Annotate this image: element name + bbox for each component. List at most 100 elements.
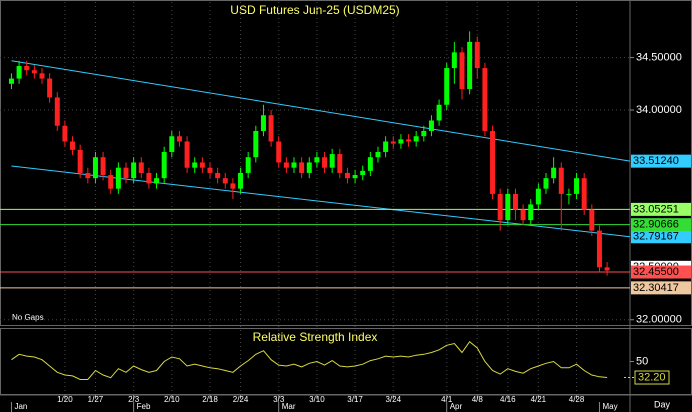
candle-body [16, 65, 22, 79]
candle-body [337, 154, 343, 173]
candle-body [528, 204, 534, 221]
candle-body [268, 115, 274, 142]
x-tick-label: 3/17 [347, 395, 363, 404]
level-label-box [631, 218, 691, 232]
candle-body [77, 149, 83, 173]
level-label-box [631, 281, 691, 295]
trendline [11, 60, 631, 162]
candle-body [352, 175, 358, 179]
rsi-line [11, 340, 608, 380]
month-label: May [602, 402, 617, 411]
candle-body [322, 157, 328, 168]
level-label: 32.45500 [633, 266, 679, 278]
level-label-box [631, 202, 691, 216]
x-tick-label: 2/3 [128, 395, 140, 404]
annotation-label: 32.20 [638, 371, 666, 383]
candle-body [222, 178, 228, 184]
candle-body [375, 151, 381, 158]
y-tick-label: 50 [636, 355, 648, 367]
candle-body [421, 130, 427, 137]
candle-body [85, 172, 91, 179]
candle-body [100, 157, 106, 176]
trendline-label: 32.79167 [633, 231, 679, 243]
x-tick-label: 3/24 [385, 395, 401, 404]
candle-body [230, 183, 236, 189]
y-tick-label: 32.00000 [636, 314, 682, 326]
candle-body [260, 115, 266, 131]
candle-body [467, 41, 473, 90]
x-tick-label: 3/10 [309, 395, 325, 404]
candle-body [581, 178, 587, 210]
candle-body [47, 78, 53, 98]
candle-body [390, 141, 396, 144]
candle-body [474, 41, 480, 69]
candle-body [131, 162, 137, 179]
candle-body [451, 52, 457, 69]
candle-body [199, 162, 205, 168]
candle-body [543, 178, 549, 189]
candle-body [54, 97, 60, 126]
candle-body [367, 157, 373, 171]
rsi-title: Relative Strength Index [253, 330, 378, 344]
candle-body [245, 157, 251, 173]
x-tick-label: 4/21 [531, 395, 547, 404]
x-tick-label: 3/3 [273, 395, 285, 404]
level-label: 32.30417 [633, 282, 679, 294]
candle-body [146, 172, 152, 184]
candle-body [406, 139, 412, 142]
x-tick-label: 4/16 [500, 395, 516, 404]
trendline-label: 33.51240 [633, 155, 679, 167]
candle-body [115, 167, 121, 189]
candle-body [482, 68, 488, 131]
x-tick-label: 4/1 [441, 395, 453, 404]
x-tick-label: 1/20 [57, 395, 73, 404]
candle-body [551, 167, 557, 179]
candle-body [604, 267, 610, 271]
candle-body [436, 104, 442, 121]
candle-body [291, 162, 297, 168]
candle-body [558, 167, 564, 194]
candle-body [360, 170, 366, 176]
candle-body [92, 157, 98, 179]
candle-body [169, 136, 175, 152]
candle-body [161, 151, 167, 179]
candle-body [490, 130, 496, 194]
candle-body [299, 162, 305, 173]
candle-body [283, 162, 289, 168]
trendline-label-box [631, 230, 691, 244]
candle-body [276, 141, 282, 163]
candle-body [215, 172, 221, 179]
level-label: 33.05251 [633, 203, 679, 215]
x-tick-label: 2/24 [233, 395, 249, 404]
candle-body [512, 193, 518, 210]
candle-body [238, 172, 244, 189]
candle-body [154, 178, 160, 184]
level-label: 32.90666 [633, 219, 679, 231]
y-tick-label: 34.00000 [636, 104, 682, 116]
candle-body [444, 68, 450, 105]
candle-body [566, 193, 572, 195]
level-label-box [631, 265, 691, 279]
candle-body [39, 73, 45, 79]
candle-body [413, 136, 419, 142]
candle-body [138, 162, 144, 173]
candle-body [31, 70, 37, 74]
candle-body [535, 188, 541, 205]
candle-body [192, 162, 198, 168]
month-label: Feb [137, 402, 151, 411]
candle-body [176, 136, 182, 142]
x-tick-label: 2/10 [164, 395, 180, 404]
candle-body [520, 209, 526, 221]
chart-title: USD Futures Jun-25 (USDM25) [230, 3, 399, 17]
candle-body [184, 141, 190, 168]
candle-body [8, 78, 14, 84]
x-tick-label: 1/27 [88, 395, 104, 404]
candle-body [24, 65, 30, 71]
candle-body [253, 130, 259, 158]
x-unit-label: Day [654, 399, 671, 409]
x-tick-label: 2/18 [202, 395, 218, 404]
candle-body [329, 154, 335, 168]
candle-body [589, 209, 595, 231]
candle-body [62, 125, 68, 142]
